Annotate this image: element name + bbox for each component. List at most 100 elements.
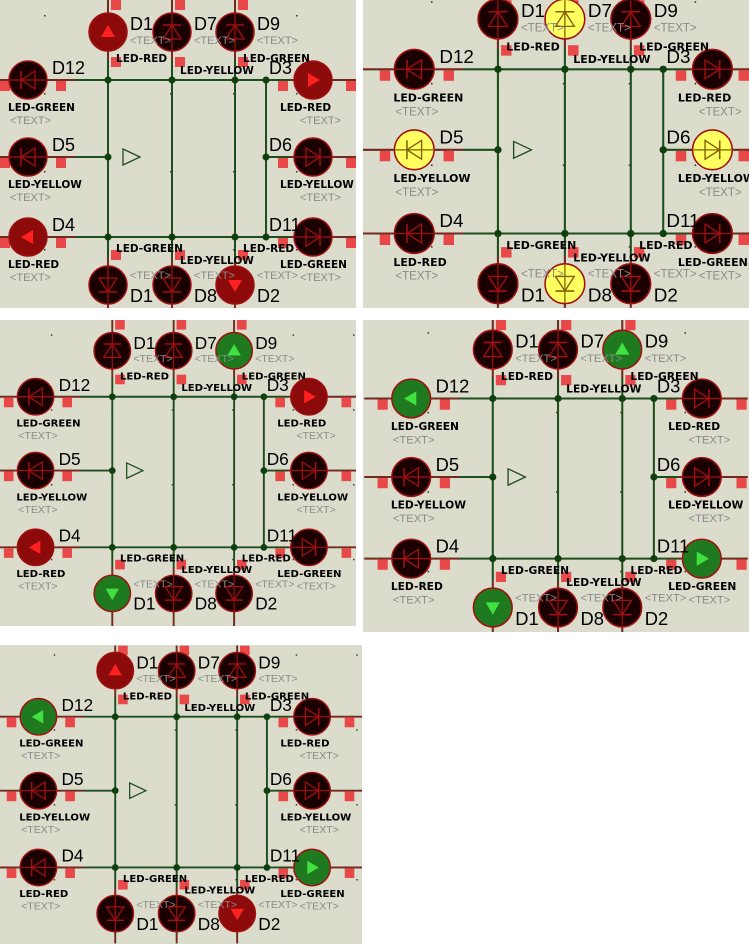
led-right-icon[interactable] [691,212,734,255]
led-up-icon[interactable] [154,331,193,370]
junction-dot [494,229,502,238]
led-left-icon[interactable] [8,137,48,177]
diode-symbol-icon [308,73,320,87]
led-right-icon[interactable] [293,771,332,810]
led-up-icon[interactable] [218,651,257,690]
led-down-icon[interactable] [602,587,643,628]
junctions [489,394,658,563]
led-down-icon[interactable] [472,587,513,628]
component-name: D6 [666,127,690,148]
led-up-icon[interactable] [477,0,519,40]
junction-dot [260,467,268,474]
led-right-icon[interactable] [691,129,734,171]
junction-dot [111,787,119,795]
schematic-canvas[interactable]: D12LED-GREEN<TEXT>D5LED-YELLOW<TEXT>D4LE… [363,0,749,308]
pin-marker [738,234,749,246]
led-down-icon[interactable] [96,894,135,933]
component-name: D6 [657,454,680,475]
led-up-icon[interactable] [537,329,579,370]
led-left-icon[interactable] [393,212,435,255]
led-down-icon[interactable] [157,894,196,933]
schematic-canvas[interactable]: D12LED-GREEN<TEXT>D5LED-YELLOW<TEXT>D4LE… [0,320,356,626]
led-left-icon[interactable] [19,697,58,736]
diode-symbol-icon [547,589,569,626]
schematic-canvas[interactable]: D12LED-GREEN<TEXT>D5LED-YELLOW<TEXT>D4LE… [0,645,362,944]
led-down-icon[interactable] [88,265,128,305]
pin-marker [179,645,190,656]
led-down-icon[interactable] [218,894,257,933]
led-left-icon[interactable] [8,217,48,257]
led-right-icon[interactable] [289,451,328,490]
led-up-icon[interactable] [96,651,135,690]
led-left-icon[interactable] [391,378,432,419]
component-name: D12 [61,695,93,715]
pin-marker [443,150,455,162]
voltage-probe-icon[interactable] [122,147,142,167]
pin-marker [675,234,687,246]
led-down-icon[interactable] [544,263,586,305]
led-up-icon[interactable] [152,12,192,52]
voltage-probe-icon[interactable] [507,467,527,487]
led-right-icon[interactable] [289,528,328,567]
led-right-icon[interactable] [293,60,333,100]
led-up-icon[interactable] [472,329,513,370]
led-right-icon[interactable] [681,456,722,498]
led-up-icon[interactable] [88,12,128,52]
led-down-icon[interactable] [215,574,254,613]
diode-symbol-icon [31,710,44,724]
diode-symbol-icon [224,576,244,611]
led-down-icon[interactable] [152,265,192,305]
component-name: D12 [59,375,91,395]
led-down-icon[interactable] [477,263,519,305]
led-left-icon[interactable] [19,771,58,810]
led-left-icon[interactable] [391,456,432,498]
led-right-icon[interactable] [691,48,734,90]
component-text-placeholder: <TEXT> [395,187,438,199]
voltage-probe-icon[interactable] [512,140,534,160]
pin-marker [278,158,288,168]
pin-marker [6,868,17,879]
led-down-icon[interactable] [93,574,132,613]
junction-dot [260,543,268,551]
led-up-icon[interactable] [544,0,586,40]
schematic-canvas[interactable]: D12LED-GREEN<TEXT>D5LED-YELLOW<TEXT>D4LE… [363,320,749,632]
led-up-icon[interactable] [157,651,196,690]
led-up-icon[interactable] [215,12,255,52]
led-down-icon[interactable] [537,587,579,628]
led-down-icon[interactable] [610,263,652,305]
led-left-icon[interactable] [393,129,435,171]
led-down-icon[interactable] [154,574,193,613]
led-up-icon[interactable] [602,329,643,370]
led-left-icon[interactable] [19,848,58,887]
led-left-icon[interactable] [8,60,48,100]
led-left-icon[interactable] [16,451,55,490]
pin-marker [6,717,17,728]
led-down-icon[interactable] [215,265,255,305]
component-labels: D12LED-GREEN<TEXT>D5LED-YELLOW<TEXT>D4LE… [8,14,354,306]
junction-dot [554,555,562,563]
component-type: LED-RED [245,874,294,885]
led-up-icon[interactable] [215,331,254,370]
led-right-icon[interactable] [293,137,333,177]
voltage-probe-icon[interactable] [129,781,148,800]
component-text-placeholder: <TEXT> [654,268,697,280]
led-right-icon[interactable] [293,217,333,257]
led-right-icon[interactable] [293,848,332,887]
led-right-icon[interactable] [289,377,328,416]
led-right-icon[interactable] [293,697,332,736]
schematic-canvas[interactable]: D12LED-GREEN<TEXT>D5LED-YELLOW<TEXT>D4LE… [0,0,356,308]
component-name: D3 [267,375,289,395]
led-left-icon[interactable] [391,538,432,579]
diode-symbol-icon [611,589,633,626]
component-type: LED-YELLOW [393,172,470,185]
led-left-icon[interactable] [16,528,55,567]
component-type: LED-YELLOW [184,703,255,714]
led-left-icon[interactable] [16,377,55,416]
led-right-icon[interactable] [681,538,722,579]
led-right-icon[interactable] [681,378,722,419]
voltage-probe-icon[interactable] [126,461,145,480]
led-up-icon[interactable] [93,331,132,370]
led-up-icon[interactable] [610,0,652,40]
junction-dot [262,153,270,161]
led-left-icon[interactable] [393,48,435,90]
